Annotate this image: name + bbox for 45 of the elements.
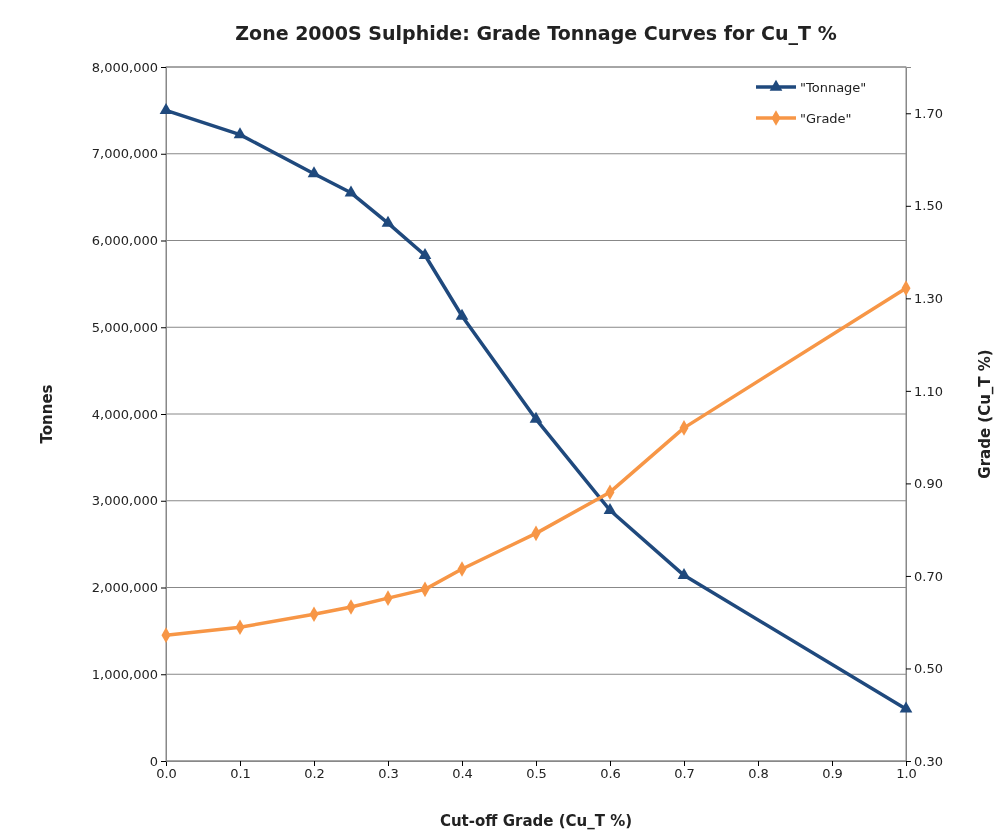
y-tick-label: 1,000,000: [91, 666, 158, 682]
y-tick-label: 6,000,000: [91, 233, 158, 249]
x-tick-label: 0.9: [822, 766, 843, 782]
point: [344, 185, 358, 197]
point: [529, 411, 543, 423]
y-tick-label: 4,000,000: [91, 406, 158, 422]
y-tick-label: 5,000,000: [91, 319, 158, 335]
y2-tick-label: 0.30: [914, 753, 943, 769]
point: [159, 103, 173, 115]
y2-tick-label: 1.50: [914, 198, 943, 214]
point: [418, 247, 432, 259]
y2-tick-label: 1.10: [914, 383, 943, 399]
point: [307, 166, 321, 178]
x-axis-title: Cut-off Grade (Cu_T %): [439, 812, 633, 830]
legend-label: "Grade": [800, 110, 852, 126]
y2-tick-label: 1.30: [914, 290, 943, 306]
point: [455, 308, 469, 320]
y2-tick-label: 0.50: [914, 661, 943, 677]
point: [381, 215, 395, 227]
x-tick-label: 0.6: [600, 766, 621, 782]
y-tick-label: 0: [149, 753, 158, 769]
y-tick-label: 3,000,000: [91, 493, 158, 509]
x-tick-label: 0.3: [378, 766, 399, 782]
y2-tick-label: 1.70: [914, 105, 943, 121]
y-axis-title: Tonnes: [38, 384, 56, 444]
y-tick-label: 8,000,000: [91, 59, 158, 75]
x-tick-label: 0.8: [748, 766, 769, 782]
y-tick-label: 7,000,000: [91, 146, 158, 162]
x-tick-label: 1.0: [896, 766, 917, 782]
y2-axis-title: Grade (Cu_T %): [976, 349, 994, 479]
y2-tick-label: 0.70: [914, 568, 943, 584]
point: [233, 127, 247, 139]
y2-tick-label: 0.90: [914, 476, 943, 492]
x-tick-label: 0.2: [304, 766, 325, 782]
x-tick-label: 0.7: [674, 766, 695, 782]
x-tick-label: 0.4: [452, 766, 473, 782]
legend-label: "Tonnage": [800, 79, 867, 95]
x-tick-label: 0.5: [526, 766, 547, 782]
x-tick-label: 0.1: [230, 766, 251, 782]
point: [899, 701, 913, 713]
chart-title: Zone 2000S Sulphide: Grade Tonnage Curves for Cu_T %: [235, 22, 837, 45]
point: [603, 502, 617, 514]
y-tick-label: 2,000,000: [91, 580, 158, 596]
x-tick-label: 0.0: [156, 766, 177, 782]
point: [677, 568, 691, 580]
